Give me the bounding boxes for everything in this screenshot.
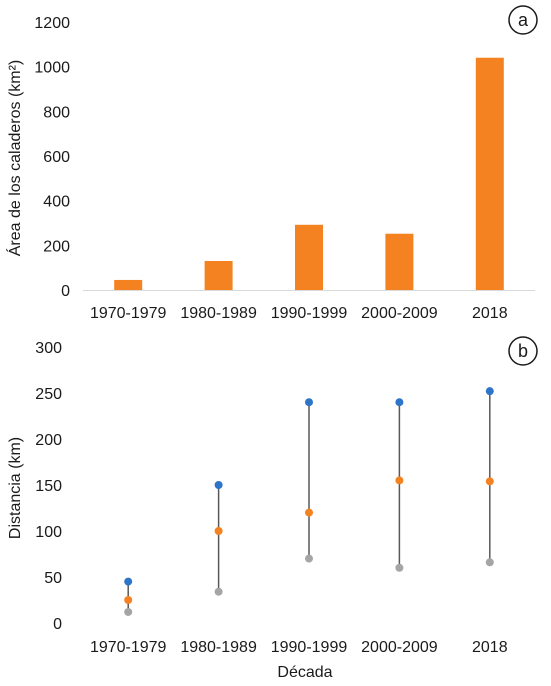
panel-a-x-tick-label: 2018 <box>472 305 508 322</box>
panel-a-bars <box>83 57 535 291</box>
panel-b-y-tick-label: 0 <box>53 616 62 633</box>
panel-b-x-tick-label: 2018 <box>472 639 508 656</box>
panel-b-point <box>485 387 494 396</box>
panel-b-point <box>214 527 223 535</box>
panel-b-point <box>485 477 494 486</box>
panel-b-x-tick-label: 1990-1999 <box>271 639 348 656</box>
panel-a-y-axis-title: Área de los caladeros (km²) <box>5 60 24 257</box>
panel-a-x-ticks: 1970-1979 1980-1989 1990-1999 2000-2009 2018 <box>90 305 508 322</box>
panel-b-point <box>124 577 133 586</box>
panel-b-point <box>395 398 404 407</box>
panel-b-point <box>395 563 404 572</box>
panel-b-point <box>305 508 313 517</box>
panel-a-bar <box>114 279 143 290</box>
panel-b-x-axis-title: Década <box>277 664 332 681</box>
panel-b-point <box>124 607 133 616</box>
panel-b-y-tick-label: 300 <box>35 340 62 357</box>
panel-b-point <box>305 398 313 407</box>
panel-b-x-tick-label: 1970-1979 <box>90 639 167 656</box>
panel-b-y-tick-label: 250 <box>35 386 62 403</box>
panel-b-y-tick-label: 100 <box>35 524 62 541</box>
panel-b-x-ticks: 1970-1979 1980-1989 1990-1999 2000-2009 2018 <box>90 639 508 656</box>
panel-b-letter: b <box>518 341 528 361</box>
panel-b-points <box>124 387 494 616</box>
panel-a-letter: a <box>518 10 529 30</box>
panel-a-badge <box>508 5 538 35</box>
panel-b-x-tick-label: 1980-1989 <box>180 639 257 656</box>
panel-a-x-tick-label: 2000-2009 <box>361 305 438 322</box>
panel-a-bar <box>475 57 504 290</box>
panel-b-x-tick-label: 2000-2009 <box>361 639 438 656</box>
panel-b-point <box>305 554 313 563</box>
panel-b-point <box>214 587 223 596</box>
panel-b-point <box>124 596 133 604</box>
panel-a: 0 200 400 600 800 1000 1200 1970-1979 1980-1989… <box>5 5 538 322</box>
panel-a-y-tick-label: 200 <box>43 238 70 255</box>
panel-b-point <box>395 476 404 485</box>
panel-b-y-ticks: 0 50 100 150 200 250 300 <box>35 340 62 633</box>
panel-a-bar <box>295 224 323 290</box>
panel-b-badge <box>508 336 538 366</box>
panel-b-point <box>485 558 494 567</box>
panel-a-y-tick-label: 1000 <box>34 60 70 77</box>
panel-b: 0 50 100 150 200 250 300 1970-1979 1980-1989 199… <box>7 336 538 681</box>
panel-a-y-tick-label: 0 <box>61 283 70 300</box>
panel-a-y-tick-label: 600 <box>43 149 70 166</box>
panel-b-y-tick-label: 50 <box>44 570 62 587</box>
panel-a-x-tick-label: 1970-1979 <box>90 305 167 322</box>
panel-a-x-tick-label: 1980-1989 <box>180 305 257 322</box>
panel-a-y-tick-label: 800 <box>43 104 70 121</box>
panel-a-y-ticks: 0 200 400 600 800 1000 1200 <box>34 15 70 300</box>
panel-a-bar <box>204 260 233 290</box>
panel-b-point <box>214 481 223 489</box>
panel-b-range-lines <box>127 391 491 612</box>
panel-b-y-tick-label: 150 <box>35 478 62 495</box>
panel-a-x-tick-label: 1990-1999 <box>271 305 348 322</box>
panel-a-bar <box>385 233 414 290</box>
panel-a-y-tick-label: 400 <box>43 194 70 211</box>
panel-a-y-tick-label: 1200 <box>34 15 70 32</box>
panel-b-y-tick-label: 200 <box>35 432 62 449</box>
panel-b-y-axis-title: Distancia (km) <box>7 437 24 539</box>
